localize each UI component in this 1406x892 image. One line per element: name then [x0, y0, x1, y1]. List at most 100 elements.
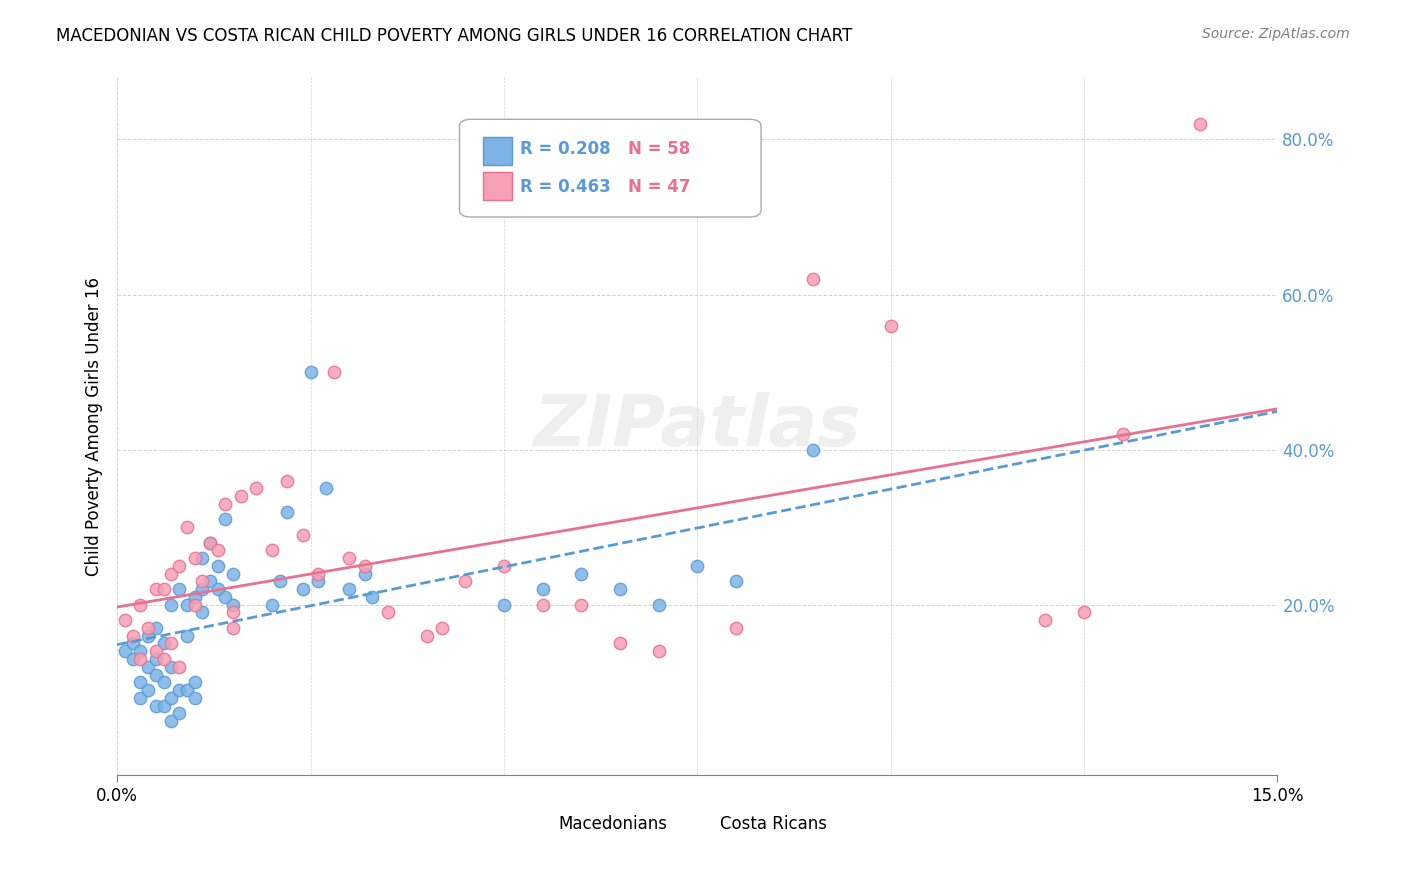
Point	[307, 566, 329, 581]
Point	[129, 598, 152, 612]
Point	[207, 543, 229, 558]
Point	[198, 574, 221, 589]
Point	[160, 659, 183, 673]
Point	[152, 698, 174, 713]
Point	[176, 629, 198, 643]
Point	[167, 706, 190, 721]
Point	[191, 582, 214, 597]
Text: R = 0.208: R = 0.208	[520, 140, 610, 158]
Point	[191, 574, 214, 589]
Point	[879, 318, 901, 333]
Point	[176, 683, 198, 698]
Point	[1189, 117, 1212, 131]
Point	[686, 558, 709, 573]
Point	[152, 675, 174, 690]
Point	[183, 551, 205, 566]
Point	[207, 558, 229, 573]
Point	[129, 652, 152, 666]
Y-axis label: Child Poverty Among Girls Under 16: Child Poverty Among Girls Under 16	[86, 277, 103, 576]
FancyBboxPatch shape	[695, 806, 724, 835]
Point	[1033, 613, 1056, 627]
FancyBboxPatch shape	[460, 120, 761, 217]
Point	[322, 365, 344, 379]
Point	[245, 482, 267, 496]
Point	[176, 520, 198, 534]
Point	[191, 606, 214, 620]
Point	[647, 598, 669, 612]
Point	[145, 652, 167, 666]
Point	[291, 528, 314, 542]
Point	[724, 574, 747, 589]
Point	[183, 598, 205, 612]
Point	[377, 606, 399, 620]
FancyBboxPatch shape	[482, 136, 512, 165]
Point	[454, 574, 477, 589]
Point	[430, 621, 453, 635]
Text: Source: ZipAtlas.com: Source: ZipAtlas.com	[1202, 27, 1350, 41]
FancyBboxPatch shape	[482, 171, 512, 200]
Point	[136, 659, 159, 673]
Point	[121, 636, 143, 650]
Point	[129, 675, 152, 690]
Point	[183, 590, 205, 604]
Point	[307, 574, 329, 589]
Point	[183, 690, 205, 705]
Point	[214, 497, 236, 511]
Point	[276, 505, 298, 519]
Point	[569, 598, 592, 612]
Point	[291, 582, 314, 597]
Point	[569, 566, 592, 581]
Point	[114, 644, 136, 658]
FancyBboxPatch shape	[517, 806, 547, 835]
Point	[145, 698, 167, 713]
Point	[160, 636, 183, 650]
Point	[647, 644, 669, 658]
Point	[145, 667, 167, 681]
Point	[531, 598, 554, 612]
Point	[114, 613, 136, 627]
Point	[353, 558, 375, 573]
Point	[315, 482, 337, 496]
Point	[229, 489, 252, 503]
Point	[801, 442, 824, 457]
Point	[136, 683, 159, 698]
Point	[222, 606, 245, 620]
Text: ZIPatlas: ZIPatlas	[534, 392, 860, 461]
Point	[198, 535, 221, 549]
Text: R = 0.463: R = 0.463	[520, 178, 610, 196]
Text: N = 58: N = 58	[627, 140, 690, 158]
Point	[160, 690, 183, 705]
Point	[222, 621, 245, 635]
Point	[176, 598, 198, 612]
Text: Costa Ricans: Costa Ricans	[720, 815, 828, 833]
Point	[121, 652, 143, 666]
Point	[276, 474, 298, 488]
Text: Macedonians: Macedonians	[558, 815, 666, 833]
Point	[167, 558, 190, 573]
Point	[492, 558, 515, 573]
Point	[214, 512, 236, 526]
Point	[167, 582, 190, 597]
Point	[299, 365, 322, 379]
Point	[129, 644, 152, 658]
Point	[145, 582, 167, 597]
Text: MACEDONIAN VS COSTA RICAN CHILD POVERTY AMONG GIRLS UNDER 16 CORRELATION CHART: MACEDONIAN VS COSTA RICAN CHILD POVERTY …	[56, 27, 852, 45]
Point	[160, 566, 183, 581]
Point	[1112, 427, 1135, 442]
Point	[129, 690, 152, 705]
Point	[337, 551, 360, 566]
Point	[152, 636, 174, 650]
Point	[415, 629, 437, 643]
Point	[152, 652, 174, 666]
Point	[121, 629, 143, 643]
Point	[609, 582, 631, 597]
Point	[531, 582, 554, 597]
Point	[167, 659, 190, 673]
Point	[183, 675, 205, 690]
Point	[136, 621, 159, 635]
Point	[160, 714, 183, 728]
Point	[1073, 606, 1095, 620]
Point	[198, 535, 221, 549]
Point	[207, 582, 229, 597]
Point	[724, 621, 747, 635]
